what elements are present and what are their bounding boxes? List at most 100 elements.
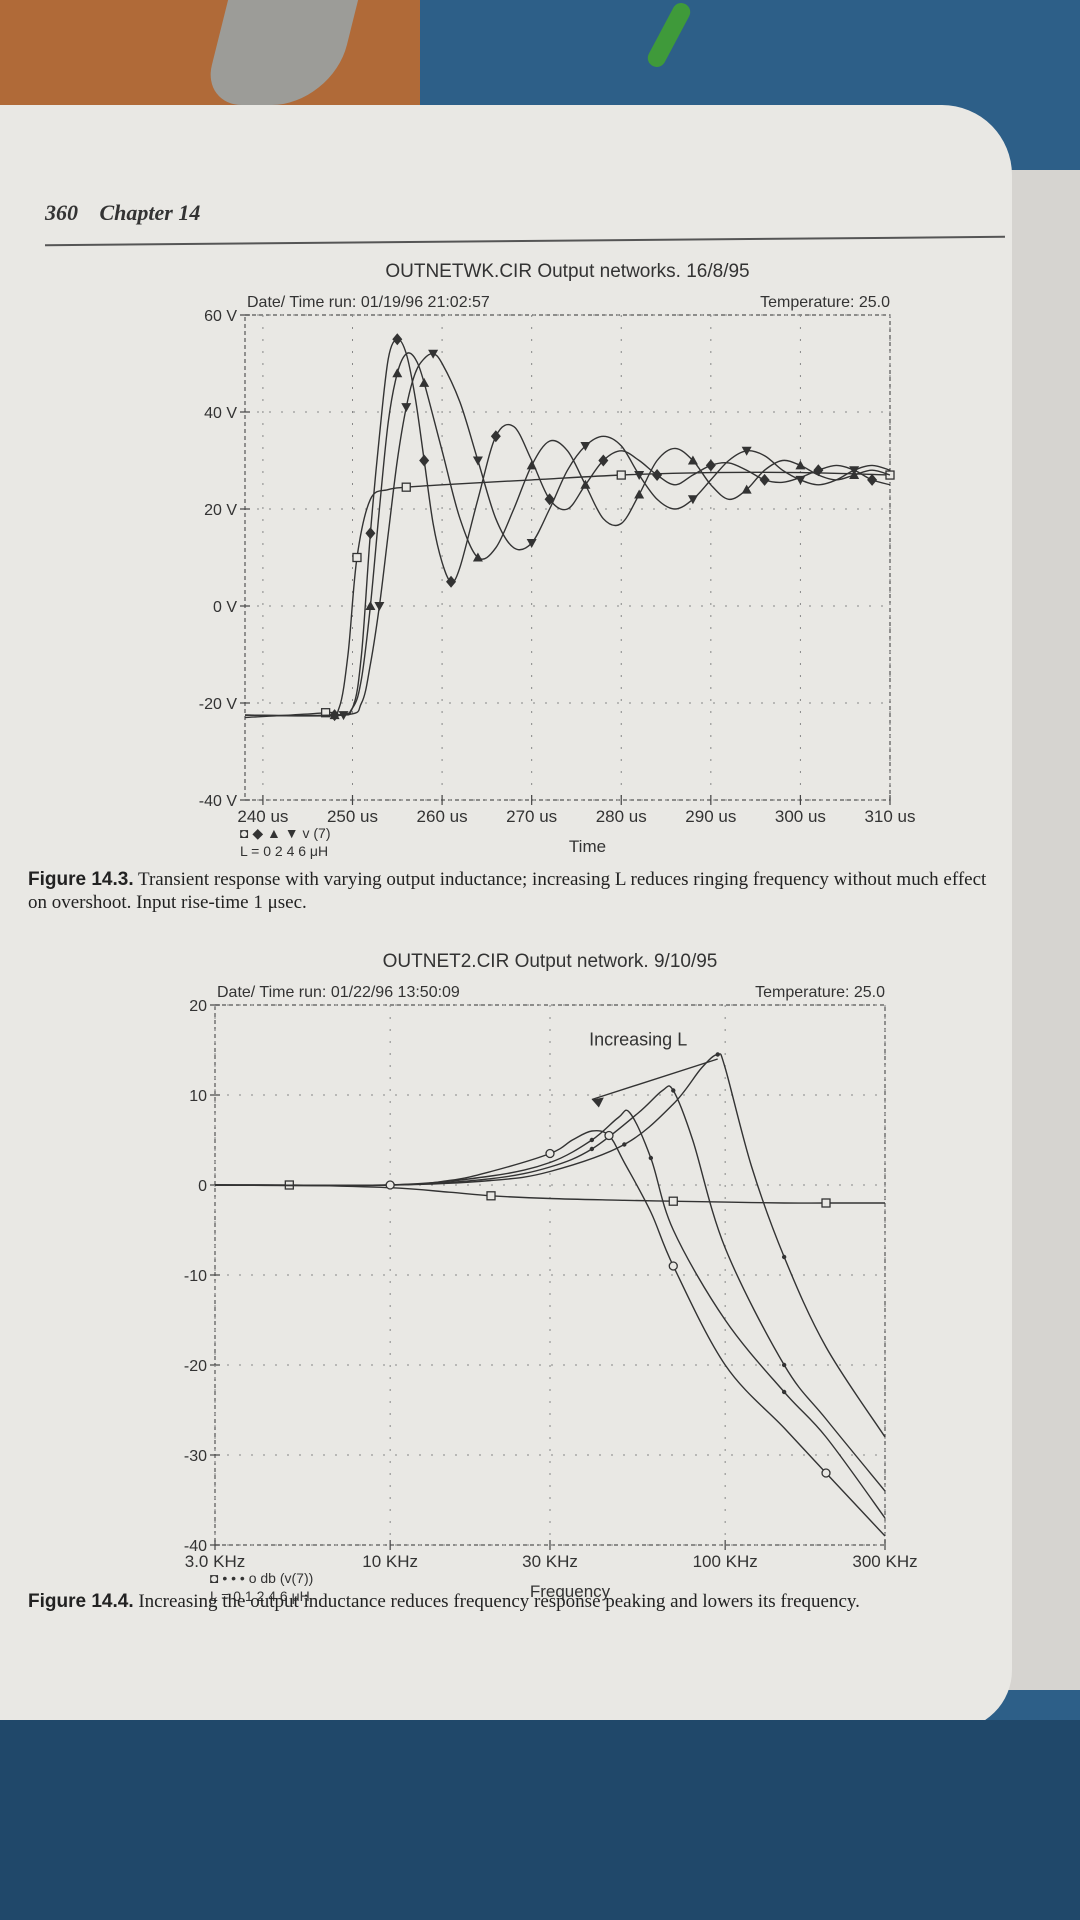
x-tick-label: 300 us	[775, 807, 826, 826]
series-point	[668, 1261, 678, 1271]
x-tick-label: 260 us	[417, 807, 468, 826]
series-point	[419, 377, 430, 387]
series-point	[392, 333, 403, 346]
series-point	[705, 459, 716, 472]
y-tick-label: -40	[184, 1538, 207, 1555]
plot-frame	[214, 1004, 886, 1546]
figure-14-4-caption: Figure 14.4. Increasing the output induc…	[28, 1590, 1008, 1613]
next-page-edge	[1005, 170, 1080, 1690]
series-point	[352, 552, 362, 563]
series-point	[472, 456, 483, 466]
series-line-L0	[214, 1184, 885, 1204]
series-point	[622, 1142, 627, 1147]
series-point	[795, 460, 806, 470]
legend-markers: ◘ ◆ ▲ ▼ v (7)	[240, 825, 331, 841]
figure-14-3-caption: Figure 14.3. Transient response with var…	[28, 868, 1008, 914]
x-tick-label: 310 us	[864, 807, 915, 826]
series-line-L1	[214, 1053, 886, 1438]
series-point	[687, 455, 698, 465]
x-tick-label: 250 us	[327, 807, 378, 826]
figure-14-4-text: Increasing the output inductance reduces…	[138, 1591, 860, 1612]
series-point	[634, 471, 645, 481]
y-tick-label: -30	[184, 1448, 207, 1465]
y-tick-label: 60 V	[204, 308, 237, 325]
x-tick-label: 100 KHz	[693, 1552, 758, 1571]
chapter-title: Chapter 14	[99, 200, 201, 225]
y-tick-label: 0	[198, 1178, 207, 1195]
series-point	[365, 601, 376, 610]
y-tick-label: -10	[184, 1268, 207, 1285]
run-date-label: Date/ Time run: 01/19/96 21:02:57	[247, 294, 490, 311]
series-point	[795, 475, 806, 485]
series-point	[580, 441, 591, 451]
figure-14-3-label: Figure 14.3.	[28, 869, 134, 890]
series-line-L4	[244, 352, 891, 717]
figure-14-4-label: Figure 14.4.	[28, 1591, 134, 1612]
series-point	[589, 1146, 595, 1152]
annotation-arrow	[591, 1058, 718, 1101]
temperature-label: Temperature: 25.0	[760, 294, 890, 311]
series-group	[214, 1052, 886, 1438]
x-tick-label: 290 us	[685, 807, 736, 826]
series-point	[671, 1088, 676, 1093]
transient-response-chart: OUTNETWK.CIR Output networks. 16/8/95 Dat…	[199, 261, 916, 859]
series-point	[545, 1148, 555, 1159]
legend-values: L = 0 2 4 6 μH	[240, 843, 328, 859]
series-point	[385, 1180, 395, 1190]
legend-values: L = 0 1 2 4 6 μH	[210, 1588, 310, 1604]
series-point	[446, 575, 457, 588]
series-point	[598, 454, 609, 467]
x-tick-label: 240 us	[237, 807, 288, 826]
y-tick-label: 20 V	[204, 502, 237, 519]
series-group	[244, 333, 891, 722]
series-point	[472, 552, 483, 562]
series-point	[526, 460, 537, 470]
run-date-label: Date/ Time run: 01/22/96 13:50:09	[217, 984, 460, 1001]
y-tick-label: -20	[184, 1358, 207, 1375]
chart-title: OUTNETWK.CIR Output networks. 16/8/95	[385, 261, 749, 282]
series-point	[320, 708, 331, 718]
series-line-L6	[244, 352, 891, 717]
series-point	[634, 489, 645, 499]
series-group	[244, 470, 895, 719]
series-point	[821, 1198, 831, 1208]
series-point	[329, 710, 340, 720]
series-point	[580, 479, 591, 489]
series-point	[374, 602, 385, 611]
figure-14-3-text: Transient response with varying output i…	[28, 869, 987, 913]
series-point	[759, 473, 770, 486]
series-line-L2	[244, 338, 891, 717]
series-point	[401, 482, 411, 492]
x-tick-label: 30 KHz	[522, 1552, 578, 1571]
series-point	[589, 1137, 595, 1143]
series-point	[486, 1191, 496, 1201]
series-point	[338, 711, 349, 721]
y-tick-label: 10	[189, 1088, 207, 1105]
x-tick-label: 10 KHz	[362, 1552, 418, 1571]
chart-title: OUTNET2.CIR Output network. 9/10/95	[383, 951, 718, 972]
series-point	[781, 1254, 787, 1260]
series-point	[849, 466, 860, 476]
series-point	[652, 469, 663, 482]
frequency-response-chart: OUTNET2.CIR Output network. 9/10/95 Date/…	[184, 951, 918, 1604]
annotation-label: Increasing L	[589, 1030, 687, 1050]
series-point	[885, 470, 895, 480]
y-tick-label: -20 V	[199, 696, 238, 713]
series-line-L2	[214, 1085, 886, 1492]
temperature-label: Temperature: 25.0	[755, 984, 885, 1001]
page-number: 360	[45, 200, 78, 225]
table-below-book	[0, 1720, 1080, 1920]
series-group	[214, 1129, 886, 1537]
y-tick-label: 20	[189, 998, 207, 1015]
series-point	[668, 1196, 678, 1206]
series-point	[867, 473, 878, 486]
series-point	[741, 484, 752, 494]
series-point	[401, 403, 412, 413]
legend-markers: ◘ • • • o db (v(7))	[210, 1570, 313, 1586]
series-point	[715, 1052, 720, 1057]
series-point	[616, 470, 626, 480]
series-group	[244, 352, 891, 720]
series-point	[526, 538, 537, 548]
series-point	[365, 527, 376, 540]
series-point	[687, 495, 698, 505]
